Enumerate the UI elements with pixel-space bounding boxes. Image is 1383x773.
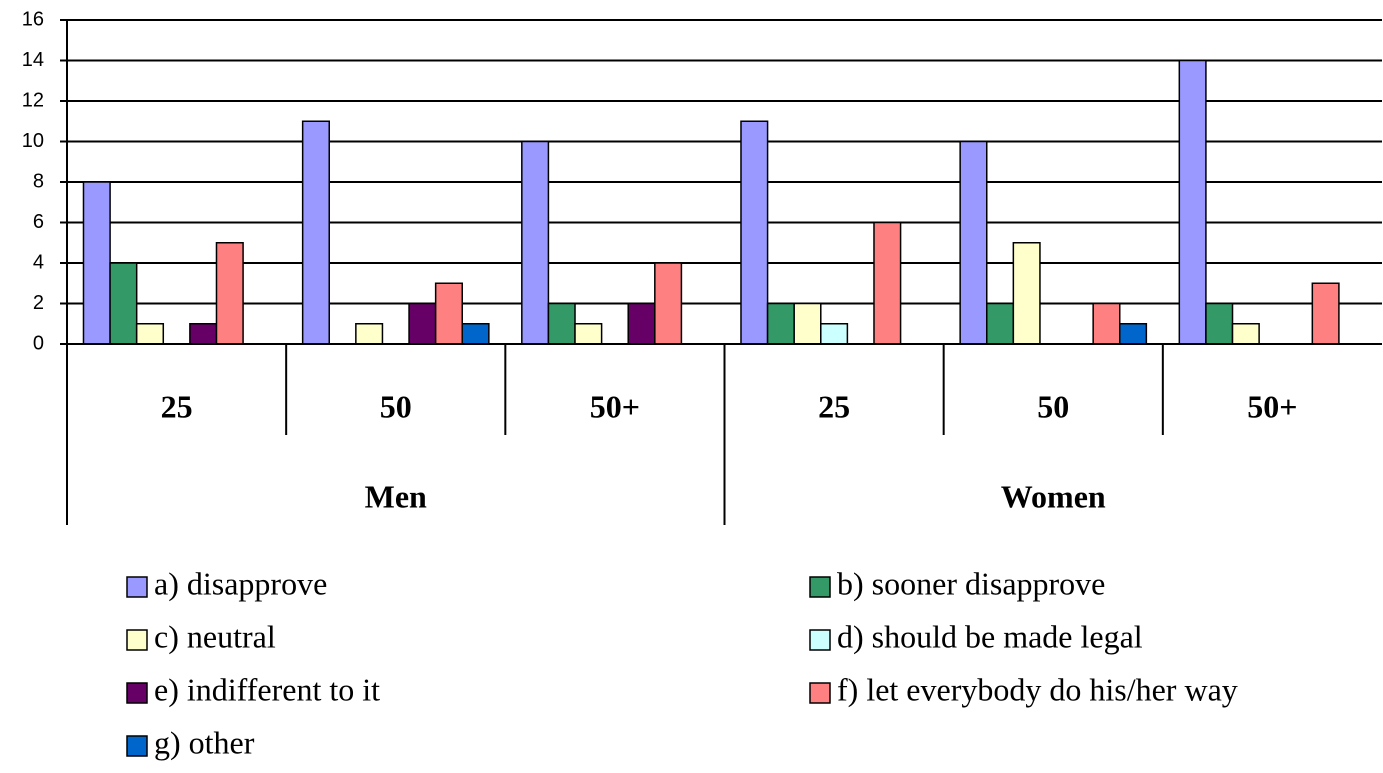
bar <box>547 302 576 345</box>
bar <box>189 323 218 345</box>
y-tick-label: 8 <box>33 170 44 192</box>
bar <box>301 120 330 345</box>
bar <box>1012 242 1041 345</box>
bar <box>82 181 111 345</box>
bar <box>1231 323 1260 345</box>
legend-swatch <box>126 629 148 651</box>
legend-swatch <box>126 576 148 598</box>
bar <box>1178 59 1207 345</box>
bar <box>959 140 988 345</box>
legend-label: f) let everybody do his/her way <box>837 671 1238 707</box>
legend-swatch <box>126 682 148 704</box>
legend-swatch <box>809 682 831 704</box>
bar <box>574 323 603 345</box>
bar <box>793 302 822 345</box>
bar <box>654 262 683 345</box>
group-label: Women <box>1001 478 1106 514</box>
legend-label: e) indifferent to it <box>154 671 380 707</box>
legend-label: d) should be made legal <box>837 618 1143 654</box>
bar <box>820 323 849 345</box>
x-tick-label: 25 <box>818 388 850 424</box>
legend-swatch <box>809 576 831 598</box>
x-tick-label: 50+ <box>1247 388 1297 424</box>
legend-label: c) neutral <box>154 618 276 654</box>
bar <box>873 221 902 345</box>
bar <box>521 140 550 345</box>
legend-label: b) sooner disapprove <box>837 565 1105 601</box>
legend-swatch <box>126 735 148 757</box>
bar <box>1092 302 1121 345</box>
y-tick-label: 10 <box>22 130 44 152</box>
legend-label: g) other <box>154 724 255 760</box>
y-tick-label: 12 <box>22 89 44 111</box>
x-tick-label: 25 <box>161 388 193 424</box>
bar <box>215 242 244 345</box>
y-tick-label: 14 <box>22 49 44 71</box>
bar <box>135 323 165 345</box>
bar <box>740 120 769 345</box>
y-tick-label: 0 <box>33 332 44 354</box>
bar <box>986 302 1015 345</box>
bar <box>627 302 656 345</box>
y-tick-label: 2 <box>33 292 44 314</box>
y-tick-label: 4 <box>33 251 44 273</box>
x-tick-label: 50 <box>380 388 412 424</box>
legend-label: a) disapprove <box>154 565 327 601</box>
bar <box>1311 282 1340 345</box>
y-tick-label: 6 <box>33 211 44 233</box>
x-tick-label: 50+ <box>590 388 640 424</box>
bar <box>355 323 384 345</box>
y-tick-label: 16 <box>22 8 44 30</box>
bar <box>1119 323 1148 345</box>
bar <box>766 302 795 345</box>
bar <box>1205 302 1234 345</box>
bar <box>461 323 490 345</box>
group-label: Men <box>365 478 427 514</box>
legend-swatch <box>809 629 831 651</box>
bar <box>109 262 138 345</box>
bar <box>408 302 437 345</box>
bar <box>434 282 463 345</box>
x-tick-label: 50 <box>1037 388 1069 424</box>
